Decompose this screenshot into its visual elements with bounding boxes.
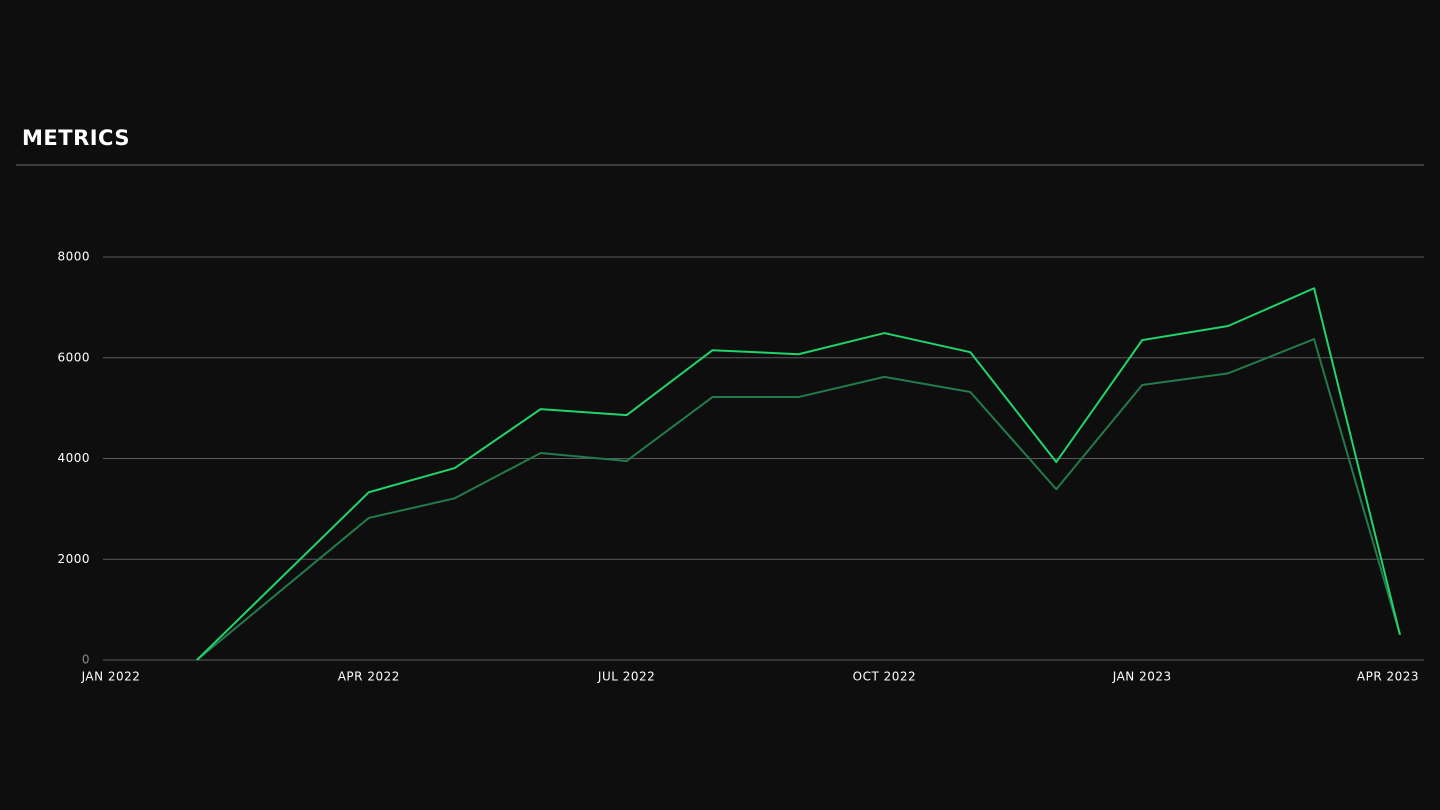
x-tick-label: JAN 2023 xyxy=(1112,670,1172,684)
x-tick-label: APR 2022 xyxy=(338,670,400,684)
x-tick-label: OCT 2022 xyxy=(853,670,917,684)
x-tick-label: JAN 2022 xyxy=(81,670,141,684)
y-tick-label: 6000 xyxy=(57,350,90,364)
y-tick-label: 4000 xyxy=(57,451,90,465)
x-tick-label: APR 2023 xyxy=(1357,670,1419,684)
y-tick-label: 0 xyxy=(82,653,90,667)
series-line xyxy=(196,287,1401,661)
series-line xyxy=(196,338,1401,661)
y-tick-label: 8000 xyxy=(57,250,90,264)
y-tick-label: 2000 xyxy=(57,552,90,566)
panel-title: METRICS xyxy=(22,126,130,150)
x-tick-label: JUL 2022 xyxy=(597,670,655,684)
